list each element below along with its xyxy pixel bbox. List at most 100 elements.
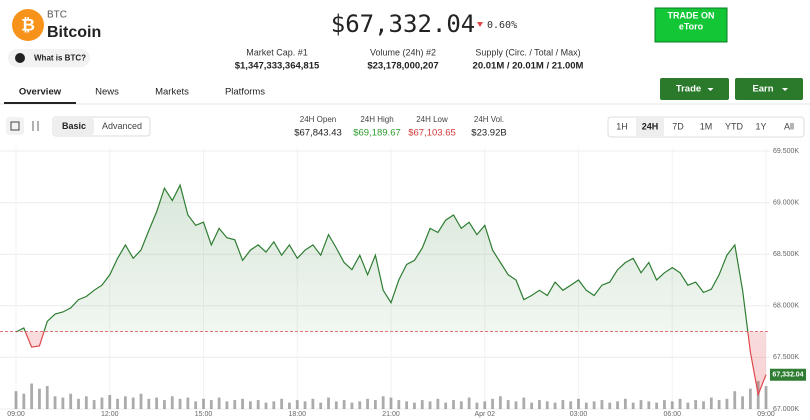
day-stat-label: 24H Open xyxy=(300,115,336,124)
volume-bar xyxy=(506,400,510,409)
dropdown-caret xyxy=(707,88,714,91)
volume-bar xyxy=(147,398,151,409)
volume-bar xyxy=(725,398,729,409)
volume-bar xyxy=(381,396,385,409)
day-stat-value: $69,189.67 xyxy=(353,128,401,139)
last-price-label: 67,332.04 xyxy=(772,372,803,379)
range-active xyxy=(636,118,664,136)
volume-bar xyxy=(436,398,440,409)
volume-bar xyxy=(491,398,494,409)
volume-bar xyxy=(69,393,73,409)
volume-bar xyxy=(561,400,565,409)
range-option[interactable]: 1H xyxy=(616,121,628,131)
x-tick-label: 21:00 xyxy=(382,411,400,418)
volume-bar xyxy=(170,396,174,409)
toggle-icon xyxy=(10,121,20,131)
dropdown-caret xyxy=(782,88,788,91)
range-option[interactable]: 7D xyxy=(672,121,684,131)
what-is-button[interactable] xyxy=(8,49,90,67)
volume-bar xyxy=(217,397,221,409)
day-stat-label: 24H High xyxy=(360,115,393,124)
candle-toggle[interactable] xyxy=(32,121,39,131)
volume-bar xyxy=(655,402,659,409)
volume-bar xyxy=(616,401,619,409)
line-chart-toggle[interactable] xyxy=(6,117,24,135)
volume-bar xyxy=(366,398,369,409)
action-button[interactable] xyxy=(660,78,729,100)
volume-bar xyxy=(522,397,526,409)
coin-icon xyxy=(12,9,44,41)
x-tick-label: 03:00 xyxy=(570,411,588,418)
range-option[interactable]: All xyxy=(784,121,794,131)
volume-bar xyxy=(350,402,354,409)
volume-bar xyxy=(577,398,580,409)
volume-bar xyxy=(77,398,80,409)
volume-bar xyxy=(459,401,463,409)
tab[interactable]: Markets xyxy=(155,87,189,98)
price-change: 0.60% xyxy=(487,20,517,31)
volume-bar xyxy=(592,401,596,409)
volume-bar xyxy=(334,401,338,409)
y-tick-label: 69.000K xyxy=(773,199,799,206)
volume-bar xyxy=(452,400,455,409)
volume-bar xyxy=(584,402,588,409)
mode-option[interactable]: Basic xyxy=(62,121,86,131)
x-tick-label: 15:00 xyxy=(195,411,213,418)
volume-bar xyxy=(764,386,768,409)
volume-bar xyxy=(272,401,276,409)
price: $67,332.04 xyxy=(331,10,476,38)
volume-bar xyxy=(373,400,377,409)
range-option[interactable]: 1Y xyxy=(755,121,766,131)
stat-label: Market Cap. #1 xyxy=(246,47,308,57)
volume-bar xyxy=(483,401,487,409)
y-tick-label: 67.500K xyxy=(773,354,799,361)
volume-bar xyxy=(155,397,159,409)
mode-active xyxy=(54,118,94,135)
volume-bar xyxy=(303,401,307,409)
volume-bar xyxy=(264,402,268,409)
coin-name: Bitcoin xyxy=(47,24,101,41)
price-line xyxy=(15,183,749,332)
tab[interactable]: Platforms xyxy=(225,87,265,98)
x-tick-label: 12:00 xyxy=(101,411,119,418)
range-option[interactable]: 1M xyxy=(700,121,713,131)
volume-bar xyxy=(225,401,229,409)
stat-label: Supply (Circ. / Total / Max) xyxy=(475,47,580,57)
volume-bar xyxy=(131,397,135,409)
x-tick-label: Apr 02 xyxy=(474,411,495,418)
volume-bar xyxy=(389,397,393,409)
volume-bar xyxy=(319,402,323,409)
ad-banner[interactable] xyxy=(654,7,728,43)
volume-bar xyxy=(288,402,291,409)
volume-bar xyxy=(686,402,690,409)
range-option[interactable]: YTD xyxy=(725,121,744,131)
day-stat-value: $23.92B xyxy=(471,128,506,139)
volume-bar xyxy=(22,393,26,409)
tab[interactable]: Overview xyxy=(19,87,62,98)
area-above xyxy=(16,185,766,332)
volume-bar xyxy=(280,398,284,409)
action-button[interactable] xyxy=(735,78,803,100)
volume-bar xyxy=(694,400,698,409)
volume-bar xyxy=(733,391,737,409)
stat-value: $23,178,000,207 xyxy=(367,61,438,72)
volume-bar xyxy=(14,391,18,409)
volume-bar xyxy=(413,402,416,409)
ad-line2: eToro xyxy=(679,21,704,31)
down-arrow xyxy=(477,22,483,27)
y-tick-label: 68.000K xyxy=(773,303,799,310)
volume-bar xyxy=(702,401,705,409)
volume-bar xyxy=(100,397,104,409)
volume-bar xyxy=(709,397,713,409)
volume-bar xyxy=(163,400,166,409)
volume-bar xyxy=(428,401,432,409)
volume-bar xyxy=(631,402,635,409)
volume-bar xyxy=(116,398,119,409)
tab[interactable]: News xyxy=(95,87,119,98)
volume-bar xyxy=(498,396,502,409)
volume-bar xyxy=(475,402,479,409)
mode-option[interactable]: Advanced xyxy=(102,121,142,131)
range-option[interactable]: 24H xyxy=(642,121,659,131)
volume-bar xyxy=(84,396,88,409)
